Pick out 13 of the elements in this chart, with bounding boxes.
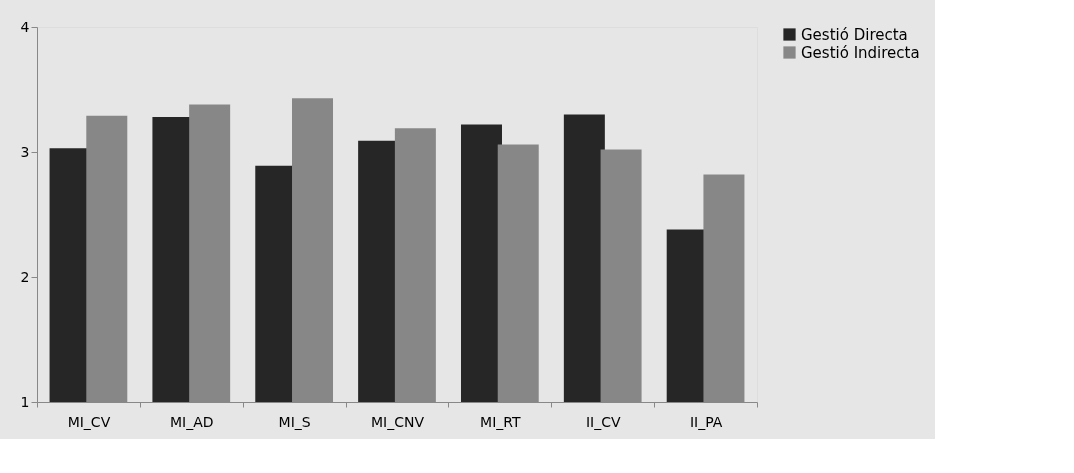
y-tick-label: 4 (20, 18, 30, 35)
y-tick-label: 2 (20, 268, 30, 285)
y-tick-label: 1 (20, 393, 30, 410)
x-tick-label: MI_AD (170, 413, 214, 430)
x-tick-label: MI_CV (67, 413, 111, 430)
x-tick-label: II_PA (689, 413, 723, 430)
x-tick-label: II_CV (585, 413, 621, 430)
x-tick-label: MI_CNV (370, 413, 425, 430)
legend-label: Gestió Indirecta (801, 43, 920, 62)
x-tick-label: MI_S (278, 413, 311, 430)
y-tick-label: 3 (20, 143, 30, 160)
legend-label: Gestió Directa (801, 25, 908, 44)
x-tick-label: MI_RT (480, 413, 522, 430)
